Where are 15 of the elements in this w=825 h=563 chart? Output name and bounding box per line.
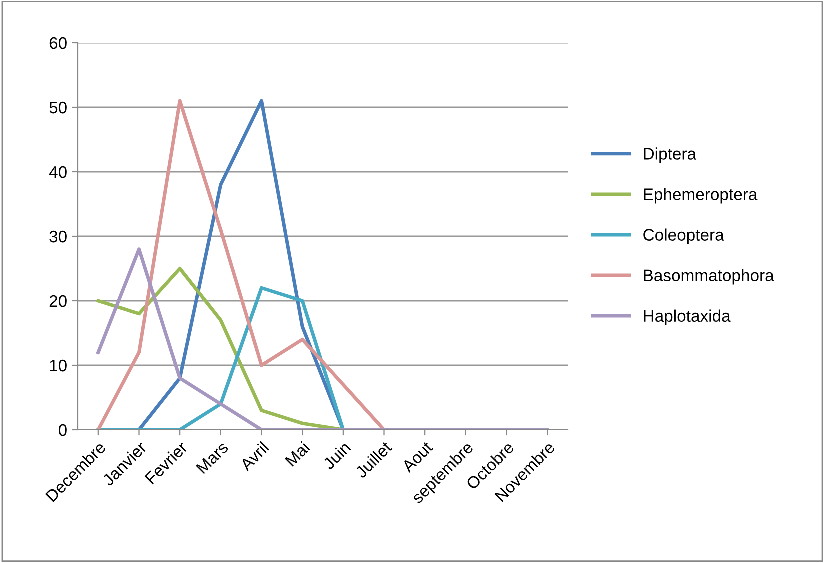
y-tick-label: 0 <box>58 424 67 436</box>
legend-label: Diptera <box>644 148 697 164</box>
y-tick-label: 50 <box>50 102 67 114</box>
legend-label: Haplotaxida <box>644 310 731 326</box>
line-series <box>96 248 550 430</box>
x-tick-label: Mai <box>284 441 310 468</box>
y-tick-label: 40 <box>49 166 67 178</box>
x-tick-label: Juin <box>322 441 352 471</box>
legend-label: Ephemeroptera <box>644 188 758 204</box>
y-tick-label: 30 <box>50 230 67 243</box>
legend-label: Coleoptera <box>644 228 724 244</box>
y-tick-label: 60 <box>50 37 67 50</box>
y-tick-label: 10 <box>50 360 67 372</box>
legend-label: Basommatophora <box>644 269 774 285</box>
y-tick-label: 20 <box>50 295 67 308</box>
